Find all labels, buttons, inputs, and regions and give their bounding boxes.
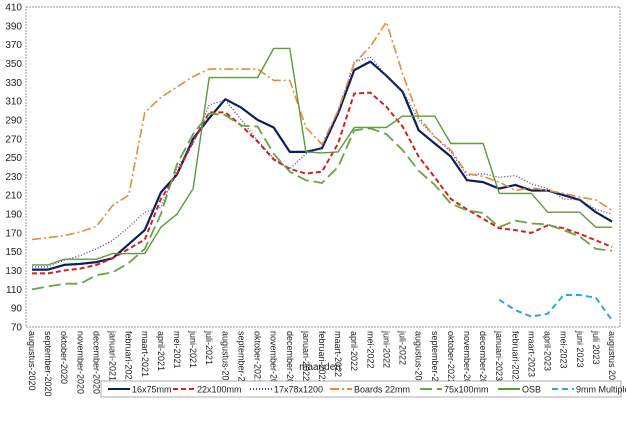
x-tick-label: oktober-2020 — [59, 331, 69, 384]
series-line-16x75mm — [32, 60, 613, 271]
x-tick-label: augustus-2020 — [27, 331, 37, 391]
x-tick-label: maart-2021 — [140, 331, 150, 377]
x-tick-label: oktober-2022 — [446, 331, 456, 384]
x-tick-label: februari-2022 — [317, 331, 327, 385]
y-tick-label: 130 — [5, 266, 22, 277]
legend-label: Boards 22mm — [354, 385, 410, 395]
x-tick-label: juli-2022 — [398, 330, 408, 365]
x-tick-label: april-2022 — [349, 331, 359, 371]
y-tick-label: 370 — [5, 40, 22, 51]
series-line-boards-22mm — [31, 21, 613, 241]
x-tick-label: maart-2023 — [526, 331, 536, 377]
x-tick-label: december-2021 — [285, 331, 295, 394]
x-tick-label: januari-2021 — [108, 330, 118, 381]
x-tick-label: juni-2021 — [188, 330, 198, 368]
y-tick-label: 230 — [5, 172, 22, 183]
series-line-9mm-multiplex — [498, 294, 613, 321]
y-tick-label: 150 — [5, 247, 22, 258]
legend-label: 17x78x1200 — [274, 385, 323, 395]
legend-label: 75x100mm — [444, 385, 489, 395]
y-tick-label: 170 — [5, 228, 22, 239]
x-tick-label: mei-2023 — [559, 331, 569, 369]
legend-label: 22x100mm — [197, 385, 242, 395]
x-tick-label: februari-2021 — [124, 331, 134, 385]
x-tick-label: september-2020 — [43, 331, 53, 397]
y-tick-label: 210 — [5, 191, 22, 202]
x-tick-label: november-2021 — [269, 331, 279, 394]
legend: 16x75mm 22x100mm 17x78x1200 Boards 22mm 75x1… — [100, 380, 626, 398]
x-tick-label: augustus-2021 — [220, 331, 230, 391]
y-tick-label: 250 — [5, 153, 22, 164]
y-tick-label: 330 — [5, 78, 22, 89]
x-tick-label: december-2022 — [478, 331, 488, 394]
x-tick-label: augustus-2022 — [414, 331, 424, 391]
y-tick-label: 410 — [5, 3, 22, 14]
series-line-osb — [32, 47, 612, 266]
x-tick-label: april-2023 — [543, 331, 553, 371]
y-tick-label: 190 — [5, 210, 22, 221]
x-tick-label: mei-2021 — [172, 331, 182, 369]
legend-label: 9mm Multiplex — [576, 385, 626, 395]
y-tick-label: 90 — [11, 304, 23, 315]
legend-box — [100, 380, 622, 398]
y-tick-label: 290 — [5, 115, 22, 126]
legend-label: OSB — [522, 385, 541, 395]
series-line-75x100mm — [31, 112, 613, 291]
x-tick-label: juni 2023 — [575, 330, 585, 368]
x-tick-label: juli 2023 — [591, 330, 601, 365]
x-tick-label: augustus 2023 — [607, 331, 617, 390]
y-tick-label: 70 — [11, 323, 23, 334]
y-tick-label: 270 — [5, 134, 22, 145]
x-tick-label: februari-2023 — [510, 331, 520, 385]
x-tick-label: november-2020 — [75, 331, 85, 394]
x-tick-label: maart-2022 — [333, 331, 343, 377]
y-tick-label: 110 — [6, 285, 22, 296]
x-tick-label: september-2022 — [430, 331, 440, 397]
x-tick-label: januari-2023 — [494, 330, 504, 381]
y-tick-label: 310 — [5, 97, 22, 108]
x-tick-label: september-2021 — [236, 331, 246, 397]
x-axis-label: maanden — [299, 362, 341, 373]
y-tick-label: 350 — [5, 59, 22, 70]
x-tick-label: juni-2022 — [381, 330, 391, 368]
x-tick-label: oktober-2021 — [253, 331, 263, 384]
x-tick-label: mei-2022 — [365, 331, 375, 369]
x-tick-label: november-2022 — [462, 331, 472, 394]
x-tick-label: april-2021 — [156, 331, 166, 371]
legend-label: 16x75mm — [132, 385, 172, 395]
y-tick-label: 390 — [5, 21, 22, 32]
x-tick-label: januari-2022 — [301, 330, 311, 381]
x-tick-label: december-2020 — [91, 331, 101, 394]
series-line-22x100mm — [32, 91, 613, 275]
x-tick-label: juli-2021 — [204, 330, 214, 365]
plot-area — [25, 6, 621, 328]
